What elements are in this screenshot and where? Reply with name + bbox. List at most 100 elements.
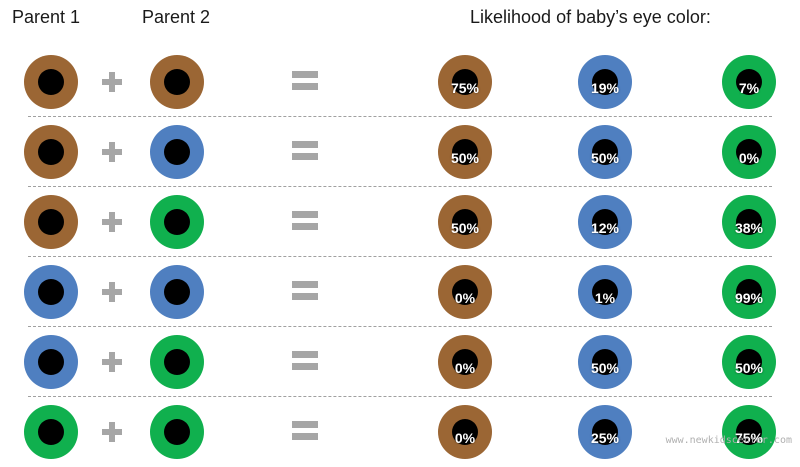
likelihood-percent: 50%	[590, 150, 620, 166]
parent-1-eye	[24, 335, 78, 389]
pupil	[592, 69, 618, 95]
baby-eye-green: 75%	[722, 405, 776, 459]
pupil	[452, 419, 478, 445]
plus-sign	[102, 212, 122, 232]
equals-sign	[292, 141, 318, 161]
baby-eye-green: 99%	[722, 265, 776, 319]
pupil	[164, 349, 190, 375]
likelihood-percent: 12%	[590, 220, 620, 236]
baby-eye-brown: 50%	[438, 195, 492, 249]
baby-eye-brown: 75%	[438, 55, 492, 109]
plus-sign	[102, 72, 122, 92]
likelihood-percent: 75%	[450, 80, 480, 96]
baby-eye-brown: 0%	[438, 405, 492, 459]
baby-eye-blue: 1%	[578, 265, 632, 319]
pupil	[452, 349, 478, 375]
row-divider	[28, 256, 772, 257]
pupil	[736, 139, 762, 165]
pupil	[736, 349, 762, 375]
pupil	[736, 279, 762, 305]
pupil	[736, 419, 762, 445]
pupil	[592, 349, 618, 375]
row-divider	[28, 396, 772, 397]
pupil	[38, 349, 64, 375]
row-divider	[28, 116, 772, 117]
parent-1-eye	[24, 125, 78, 179]
pairing-row: 50% 12% 38%	[0, 187, 800, 257]
likelihood-percent: 50%	[734, 360, 764, 376]
pupil	[164, 419, 190, 445]
watermark: www.newkidscenter.com	[665, 435, 792, 446]
pupil	[452, 139, 478, 165]
likelihood-percent: 99%	[734, 290, 764, 306]
parent-1-eye	[24, 405, 78, 459]
pupil	[592, 419, 618, 445]
baby-eye-brown: 0%	[438, 265, 492, 319]
pupil	[592, 139, 618, 165]
equals-sign	[292, 421, 318, 441]
likelihood-percent: 1%	[594, 290, 616, 306]
parent-2-eye	[150, 335, 204, 389]
likelihood-header: Likelihood of baby’s eye color:	[470, 7, 711, 27]
pupil	[452, 209, 478, 235]
likelihood-percent: 50%	[450, 220, 480, 236]
likelihood-percent: 25%	[590, 430, 620, 446]
pupil	[736, 69, 762, 95]
parent-2-eye	[150, 265, 204, 319]
baby-eye-blue: 12%	[578, 195, 632, 249]
likelihood-percent: 0%	[738, 150, 760, 166]
pupil	[164, 209, 190, 235]
plus-sign	[102, 282, 122, 302]
pairing-row: 0% 1% 99%	[0, 257, 800, 327]
likelihood-percent: 50%	[590, 360, 620, 376]
pupil	[592, 209, 618, 235]
likelihood-percent: 19%	[590, 80, 620, 96]
parent-2-header: Parent 2	[142, 7, 211, 27]
row-divider	[28, 186, 772, 187]
row-divider	[28, 326, 772, 327]
baby-eye-blue: 50%	[578, 125, 632, 179]
baby-eye-blue: 25%	[578, 405, 632, 459]
equals-sign	[292, 281, 318, 301]
likelihood-percent: 0%	[454, 430, 476, 446]
plus-sign	[102, 352, 122, 372]
pupil	[38, 69, 64, 95]
pairing-row: 0% 25% 75%	[0, 397, 800, 467]
likelihood-percent: 7%	[738, 80, 760, 96]
pupil	[592, 279, 618, 305]
pupil	[736, 209, 762, 235]
pupil	[164, 139, 190, 165]
pairing-row: 50% 50% 0%	[0, 117, 800, 187]
parent-1-eye	[24, 265, 78, 319]
pupil	[38, 279, 64, 305]
baby-eye-blue: 19%	[578, 55, 632, 109]
pupil	[38, 209, 64, 235]
likelihood-percent: 50%	[450, 150, 480, 166]
baby-eye-green: 50%	[722, 335, 776, 389]
equals-sign	[292, 211, 318, 231]
equals-sign	[292, 351, 318, 371]
baby-eye-brown: 50%	[438, 125, 492, 179]
pupil	[164, 69, 190, 95]
likelihood-percent: 38%	[734, 220, 764, 236]
parent-1-header: Parent 1	[12, 7, 81, 27]
parent-1-eye	[24, 195, 78, 249]
pupil	[452, 279, 478, 305]
parent-2-eye	[150, 55, 204, 109]
pairing-row: 0% 50% 50%	[0, 327, 800, 397]
parent-2-eye	[150, 125, 204, 179]
plus-sign	[102, 142, 122, 162]
baby-eye-green: 38%	[722, 195, 776, 249]
pupil	[38, 419, 64, 445]
plus-sign	[102, 422, 122, 442]
baby-eye-green: 0%	[722, 125, 776, 179]
baby-eye-green: 7%	[722, 55, 776, 109]
pupil	[38, 139, 64, 165]
parent-2-eye	[150, 195, 204, 249]
parent-2-eye	[150, 405, 204, 459]
parent-1-eye	[24, 55, 78, 109]
pairing-row: 75% 19% 7%	[0, 47, 800, 117]
likelihood-percent: 0%	[454, 360, 476, 376]
equals-sign	[292, 71, 318, 91]
pupil	[452, 69, 478, 95]
